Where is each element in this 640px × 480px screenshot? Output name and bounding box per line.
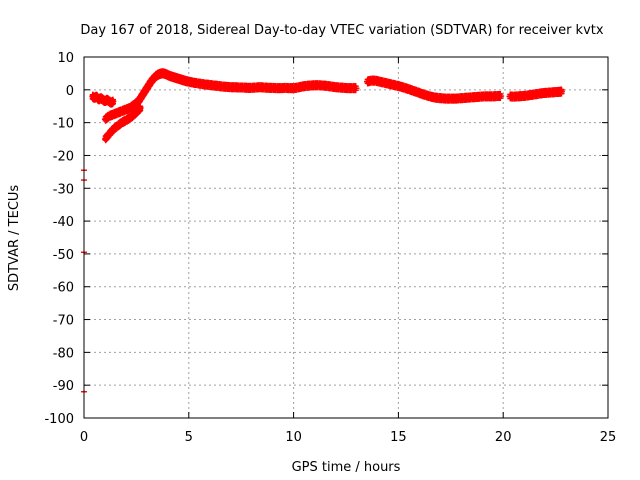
x-tick-label: 15 [390, 430, 407, 445]
data-point [353, 85, 360, 92]
y-tick-label: -90 [53, 379, 74, 394]
y-tick-label: -20 [53, 149, 74, 164]
y-tick-label: -100 [44, 412, 74, 427]
data-point [110, 98, 117, 105]
series-arc-upper [101, 96, 142, 124]
y-tick-label: -80 [53, 346, 74, 361]
x-tick-label: 25 [600, 430, 617, 445]
x-tick-label: 20 [495, 430, 512, 445]
series-arc-lower [101, 103, 144, 144]
data-point [135, 98, 142, 105]
y-axis-label: SDTVAR / TECUs [7, 185, 22, 292]
plot-area [81, 68, 565, 393]
series-main-trace [89, 68, 565, 108]
data-point [498, 93, 505, 100]
y-tick-label: -10 [53, 117, 74, 132]
x-tick-label: 10 [285, 430, 302, 445]
x-axis-label: GPS time / hours [292, 460, 401, 475]
data-point [137, 104, 144, 111]
plot-frame [83, 56, 609, 419]
data-point [558, 88, 565, 95]
grid [84, 57, 608, 418]
y-tick-label: -70 [53, 314, 74, 329]
x-tick-label: 0 [80, 430, 88, 445]
chart-title: Day 167 of 2018, Sidereal Day-to-day VTE… [80, 23, 603, 38]
x-tick-label: 5 [185, 430, 193, 445]
y-tick-label: -60 [53, 281, 74, 296]
y-tick-label: 0 [66, 84, 74, 99]
y-tick-label: 10 [57, 51, 74, 66]
axis-ticks: 10 0 -10 -20 -30 -40 -50 -60 -70 -80 -90 -100 0 5 10 15… [44, 51, 616, 445]
y-tick-label: -50 [53, 248, 74, 263]
y-tick-label: -30 [53, 182, 74, 197]
y-tick-label: -40 [53, 215, 74, 230]
